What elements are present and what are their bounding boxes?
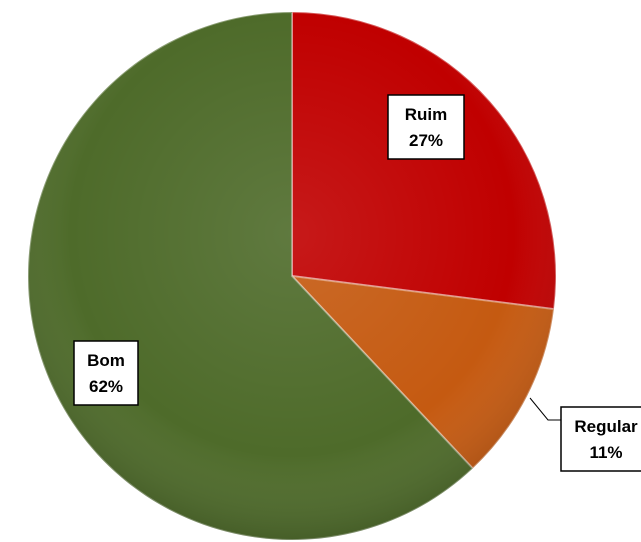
data-label-ruim: Ruim 27% bbox=[387, 94, 465, 160]
data-label-percent: 27% bbox=[409, 131, 443, 150]
data-label-percent: 62% bbox=[89, 377, 123, 396]
data-label-regular: Regular 11% bbox=[529, 397, 641, 472]
data-label-bom: Bom 62% bbox=[73, 340, 139, 406]
leader-line-regular bbox=[529, 397, 561, 421]
data-label-category: Regular bbox=[574, 417, 638, 436]
data-label-percent: 11% bbox=[589, 443, 622, 462]
data-label-box bbox=[387, 94, 465, 160]
data-label-box bbox=[560, 406, 641, 472]
pie-data-labels: Ruim 27% Regular 11% Bom 62% bbox=[73, 94, 641, 472]
pie-slices bbox=[27, 10, 557, 541]
data-label-category: Bom bbox=[87, 351, 125, 370]
data-label-category: Ruim bbox=[405, 105, 448, 124]
pie-slice-ruim bbox=[291, 10, 557, 311]
data-label-box bbox=[73, 340, 139, 406]
